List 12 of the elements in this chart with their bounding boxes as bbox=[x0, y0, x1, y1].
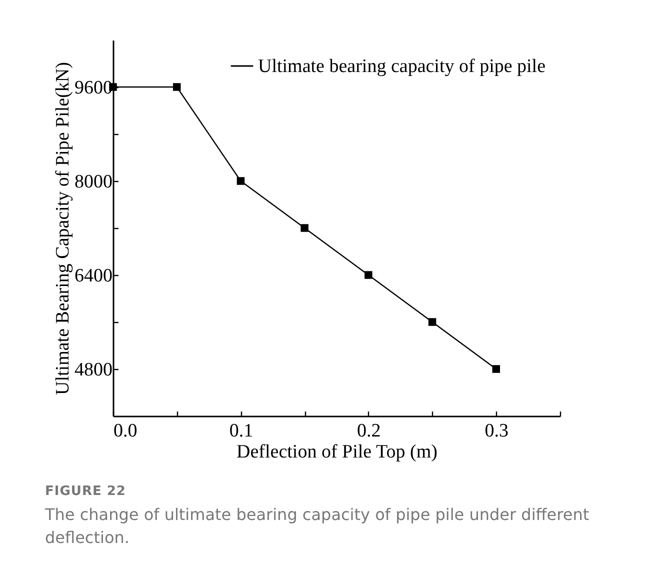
caption: FIGURE 22 bbox=[45, 484, 127, 499]
x-axis-title: Deflection of Pile Top (m) bbox=[236, 442, 438, 462]
x-tick-label: 0.0 bbox=[114, 420, 138, 442]
x-tick-label: 0.2 bbox=[357, 420, 381, 442]
y-tick-label: 4800 bbox=[74, 360, 112, 380]
text: The change of ultimate bearing capacity of pipe pile under different deflection. bbox=[45, 504, 590, 549]
x-tick-label: 0.1 bbox=[229, 420, 254, 442]
y-tick-label: 8000 bbox=[74, 172, 112, 192]
y-axis-title: Ultimate Bearing Capacity of Pipe Pile(kN) bbox=[52, 62, 74, 395]
x-tick-label: 0.3 bbox=[484, 420, 509, 442]
y-tick-label: 6400 bbox=[74, 266, 112, 286]
legend-label: Ultimate bearing capacity of pipe pile bbox=[258, 56, 546, 77]
